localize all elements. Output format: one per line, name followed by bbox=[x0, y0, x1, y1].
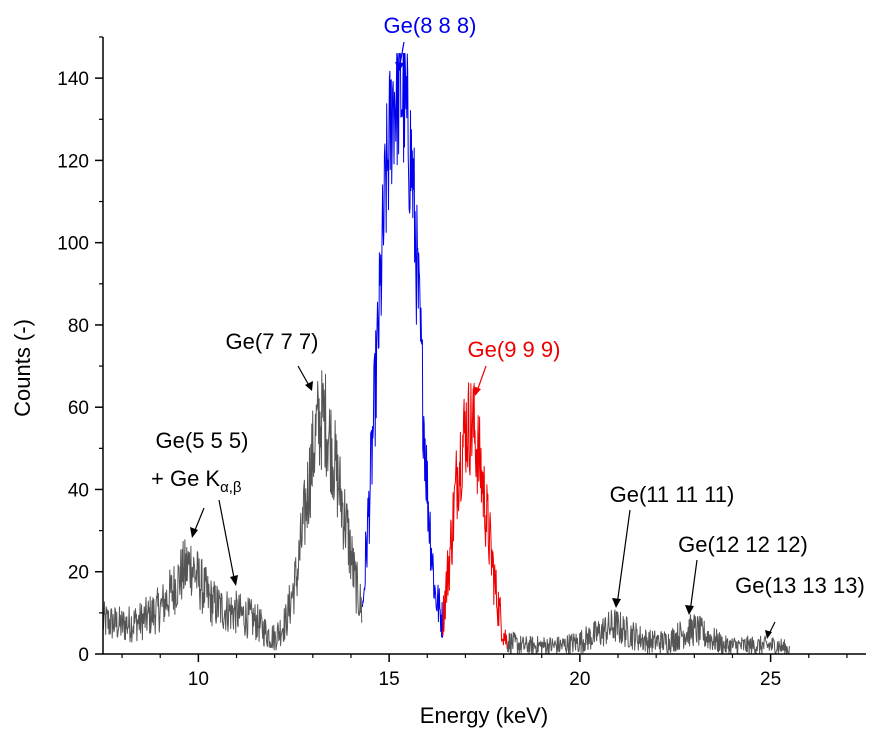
arrow-ge121212 bbox=[689, 559, 698, 613]
y-tick-label: 0 bbox=[78, 645, 89, 666]
label-gek-main: + Ge K bbox=[151, 466, 220, 491]
x-tick-label: 25 bbox=[760, 669, 781, 690]
axes-layer: 10 15 20 25 0 20 40 60 80 100 120 140 bbox=[57, 36, 866, 690]
y-tick-label: 20 bbox=[68, 563, 89, 584]
x-tick-label: 10 bbox=[188, 669, 209, 690]
arrowhead-ge777 bbox=[305, 381, 313, 391]
arrow-gek bbox=[218, 499, 236, 584]
arrowhead-ge999 bbox=[473, 386, 481, 396]
series-line-tail bbox=[506, 609, 790, 655]
label-ge131313: Ge(13 13 13) bbox=[735, 573, 865, 598]
arrow-ge111111 bbox=[616, 509, 631, 606]
y-tick-label: 40 bbox=[68, 480, 89, 501]
series-line-ge888 bbox=[361, 53, 443, 638]
series-line-base bbox=[102, 370, 363, 651]
arrowhead-ge121212 bbox=[685, 605, 694, 615]
label-gek: + Ge Kα,β bbox=[151, 466, 242, 496]
arrowhead-ge111111 bbox=[612, 598, 621, 608]
y-axis-label: Counts (-) bbox=[10, 319, 35, 417]
y-tick-label: 120 bbox=[57, 151, 89, 172]
label-gek-subscript: α,β bbox=[220, 479, 242, 496]
y-tick-label: 100 bbox=[57, 234, 89, 255]
label-ge121212: Ge(12 12 12) bbox=[678, 532, 808, 557]
label-ge111111: Ge(11 11 11) bbox=[610, 482, 735, 507]
arrowhead-gek bbox=[230, 575, 238, 586]
label-ge888: Ge(8 8 8) bbox=[384, 13, 477, 38]
arrowhead-ge131313 bbox=[765, 630, 772, 639]
y-tick-label: 80 bbox=[68, 316, 89, 337]
series-line-ge999 bbox=[442, 382, 508, 649]
label-ge555: Ge(5 5 5) bbox=[156, 428, 249, 453]
arrowhead-ge888 bbox=[395, 62, 404, 72]
annotation-layer: Ge(8 8 8) Ge(9 9 9) Ge(7 7 7) Ge(5 5 5) … bbox=[151, 13, 865, 639]
y-tick-label: 60 bbox=[68, 398, 89, 419]
x-tick-label: 20 bbox=[569, 669, 590, 690]
series-layer bbox=[102, 53, 790, 655]
x-tick-label: 15 bbox=[379, 669, 400, 690]
label-ge777: Ge(7 7 7) bbox=[226, 329, 319, 354]
arrowhead-ge555 bbox=[190, 527, 198, 538]
x-axis-label: Energy (keV) bbox=[420, 703, 548, 728]
y-tick-label: 140 bbox=[57, 69, 89, 90]
label-ge999: Ge(9 9 9) bbox=[468, 337, 561, 362]
